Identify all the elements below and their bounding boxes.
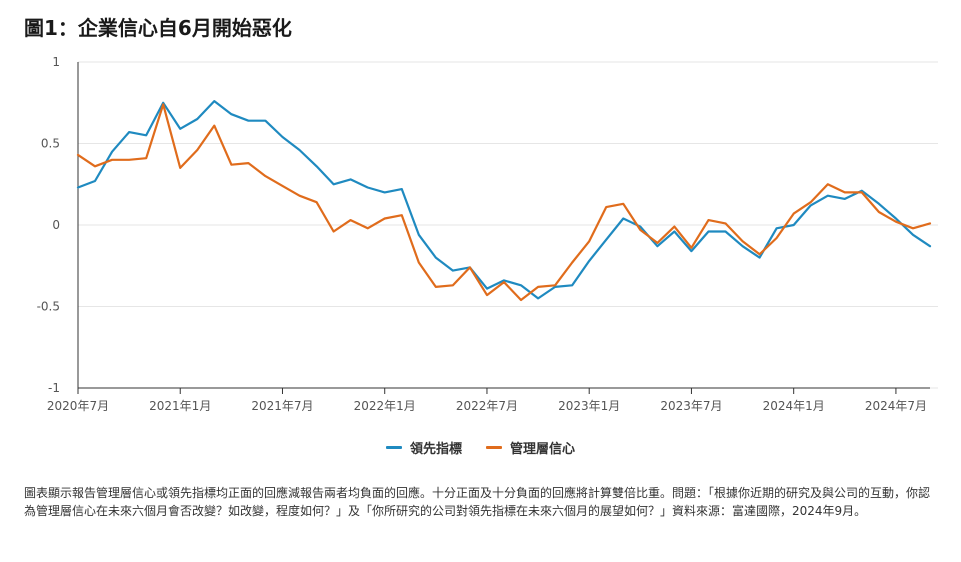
legend: 領先指標 管理層信心 <box>0 438 961 457</box>
y-tick-label: -0.5 <box>37 300 60 314</box>
x-axis: 2020年7月 2021年1月 2021年7月 2022年1月 2022年7月 2023年… <box>47 387 930 413</box>
x-tick-label: 2022年7月 <box>456 399 518 413</box>
line-chart: 1 0.5 0 -0.5 -1 2020年7月 2021年1月 2021年7月 2022年1月… <box>37 55 938 413</box>
y-tick-label: -1 <box>48 381 60 395</box>
series-lines <box>76 99 932 302</box>
chart-title: 圖1：企業信心自6月開始惡化 <box>24 16 292 40</box>
y-axis: 1 0.5 0 -0.5 -1 <box>37 55 79 395</box>
x-tick-label: 2022年1月 <box>354 399 416 413</box>
legend-item-leading[interactable]: 領先指標 <box>385 438 462 457</box>
footnote: 圖表顯示報告管理層信心或領先指標均正面的回應減報告兩者均負面的回應。十分正面及十… <box>24 486 931 518</box>
series-line-management[interactable] <box>76 103 932 302</box>
legend-swatch-management <box>486 446 502 449</box>
legend-label-leading: 領先指標 <box>409 442 462 457</box>
series-line-leading[interactable] <box>76 99 932 300</box>
x-tick-label: 2023年1月 <box>558 399 620 413</box>
x-tick-label: 2021年1月 <box>149 399 211 413</box>
y-tick-label: 0.5 <box>41 137 60 151</box>
x-tick-label: 2024年1月 <box>763 399 825 413</box>
legend-label-management: 管理層信心 <box>510 442 576 457</box>
grid-lines <box>78 61 938 389</box>
x-tick-label: 2024年7月 <box>865 399 927 413</box>
y-tick-label: 1 <box>52 55 60 69</box>
x-tick-label: 2020年7月 <box>47 399 109 413</box>
x-tick-label: 2021年7月 <box>251 399 313 413</box>
legend-item-management[interactable]: 管理層信心 <box>486 438 575 457</box>
x-tick-label: 2023年7月 <box>660 399 722 413</box>
y-tick-label: 0 <box>52 218 60 232</box>
legend-swatch-leading <box>385 446 402 449</box>
